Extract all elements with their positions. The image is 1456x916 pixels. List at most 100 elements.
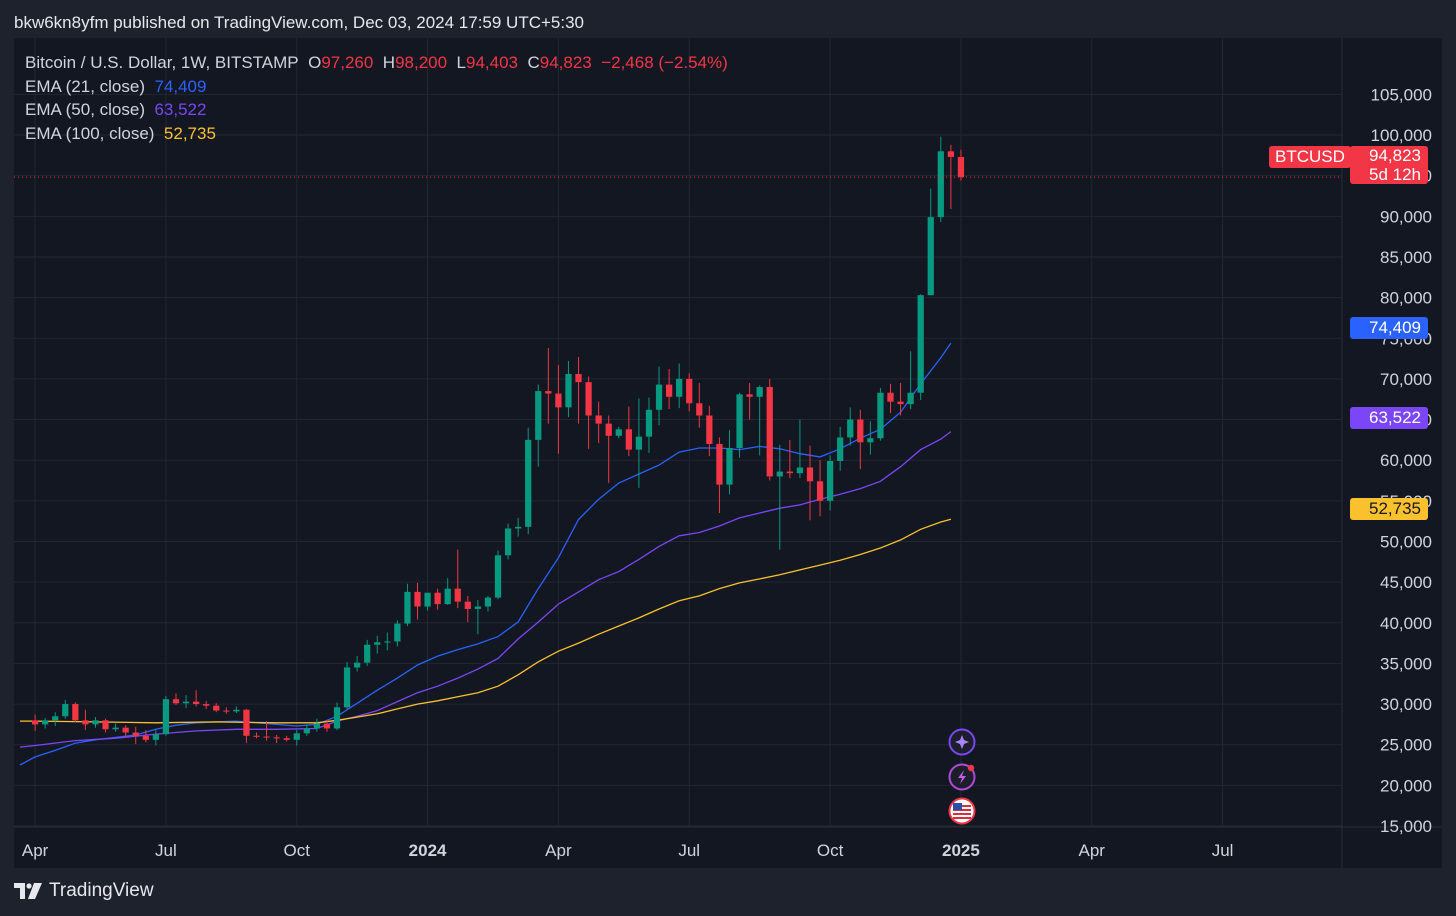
candle-down[interactable]: [253, 732, 260, 739]
candle-down[interactable]: [786, 439, 793, 479]
candle-down[interactable]: [323, 720, 331, 732]
candle-down[interactable]: [434, 588, 441, 610]
candle-up[interactable]: [354, 656, 361, 672]
candle-up[interactable]: [474, 600, 482, 635]
candle-up[interactable]: [676, 363, 683, 409]
candle-down[interactable]: [555, 365, 562, 454]
candle-up[interactable]: [484, 595, 492, 612]
candle-down[interactable]: [766, 378, 773, 481]
candle-up[interactable]: [182, 695, 190, 709]
candle-up[interactable]: [736, 392, 743, 458]
candle-down[interactable]: [605, 415, 612, 483]
candle-up[interactable]: [152, 729, 159, 746]
candle-down[interactable]: [575, 356, 582, 424]
candle-up[interactable]: [655, 366, 663, 426]
candle-up[interactable]: [515, 517, 522, 537]
candle-up[interactable]: [62, 700, 69, 719]
candle-down[interactable]: [223, 707, 230, 714]
candle-up[interactable]: [112, 723, 119, 732]
candle-down[interactable]: [716, 437, 723, 514]
candle-up[interactable]: [42, 717, 49, 729]
candle-up[interactable]: [645, 397, 653, 453]
candle-down[interactable]: [31, 714, 39, 731]
time-axis[interactable]: Apr Jul Oct 2024 Apr Jul Oct 2025 Apr Jul: [22, 841, 1234, 860]
candle-down[interactable]: [454, 549, 461, 609]
candle-down[interactable]: [142, 730, 149, 743]
candle-down[interactable]: [585, 376, 592, 449]
candle-up[interactable]: [917, 294, 924, 401]
candle-up[interactable]: [837, 426, 844, 471]
tradingview-logo-icon[interactable]: [14, 883, 42, 899]
candle-up[interactable]: [162, 695, 170, 736]
candle-down[interactable]: [957, 149, 965, 181]
chart-panel[interactable]: 15,000 20,000 25,000 30,000 35,000 40,000 45,0…: [14, 38, 1442, 868]
candle-up[interactable]: [374, 635, 381, 654]
candle-up[interactable]: [364, 639, 371, 666]
candle-up[interactable]: [394, 620, 401, 647]
candle-down[interactable]: [82, 709, 89, 731]
candle-up[interactable]: [293, 730, 300, 746]
candle-down[interactable]: [746, 382, 753, 420]
candle-up[interactable]: [233, 706, 240, 714]
price-chart[interactable]: 15,000 20,000 25,000 30,000 35,000 40,000 45,0…: [14, 38, 1442, 868]
candle-up[interactable]: [565, 361, 572, 418]
us-flag-icon[interactable]: [948, 797, 976, 825]
ema21-row[interactable]: EMA (21, close) 74,409: [25, 75, 728, 99]
candle-down[interactable]: [625, 406, 632, 457]
candle-down[interactable]: [545, 348, 552, 424]
candle-up[interactable]: [303, 724, 310, 736]
candle-down[interactable]: [72, 702, 79, 722]
candle-up[interactable]: [384, 632, 391, 651]
brand-name[interactable]: TradingView: [49, 880, 154, 901]
candle-up[interactable]: [313, 718, 320, 732]
candle-up[interactable]: [52, 712, 59, 727]
candle-down[interactable]: [414, 582, 421, 620]
candle-up[interactable]: [504, 523, 512, 560]
ema50-row[interactable]: EMA (50, close) 63,522: [25, 98, 728, 122]
candle-down[interactable]: [696, 382, 703, 428]
candle-up[interactable]: [826, 455, 834, 511]
candle-up[interactable]: [937, 136, 944, 223]
candle-down[interactable]: [132, 726, 139, 744]
candle-up[interactable]: [907, 351, 914, 409]
sparkle-icon[interactable]: [948, 728, 976, 756]
candle-up[interactable]: [796, 419, 804, 479]
candle-up[interactable]: [333, 702, 341, 731]
candle-down[interactable]: [243, 708, 250, 744]
price-axis[interactable]: 15,000 20,000 25,000 30,000 35,000 40,000 45,0…: [1371, 85, 1432, 836]
candle-down[interactable]: [686, 373, 693, 412]
ohlc-row[interactable]: Bitcoin / U.S. Dollar, 1W, BITSTAMP O97,…: [25, 51, 728, 75]
event-icons[interactable]: [948, 728, 976, 825]
candle-down[interactable]: [897, 382, 904, 416]
candle-up[interactable]: [424, 592, 431, 611]
candle-down[interactable]: [203, 700, 210, 709]
candle-down[interactable]: [263, 721, 270, 741]
candle-down[interactable]: [213, 703, 220, 713]
candle-down[interactable]: [172, 693, 180, 705]
candle-down[interactable]: [595, 401, 602, 444]
symbol-label[interactable]: Bitcoin / U.S. Dollar, 1W, BITSTAMP: [25, 53, 299, 72]
candle-up[interactable]: [756, 385, 763, 456]
candle-up[interactable]: [343, 661, 351, 709]
candle-down[interactable]: [887, 383, 894, 414]
candle-up[interactable]: [776, 444, 783, 550]
lightning-icon[interactable]: [948, 763, 976, 791]
candle-up[interactable]: [535, 384, 542, 467]
candle-down[interactable]: [857, 409, 864, 470]
candle-down[interactable]: [122, 725, 129, 738]
candle-down[interactable]: [706, 405, 713, 457]
candle-down[interactable]: [283, 735, 290, 742]
candle-down[interactable]: [273, 734, 280, 744]
candle-down[interactable]: [806, 445, 814, 521]
candle-up[interactable]: [927, 188, 934, 296]
candle-up[interactable]: [404, 583, 411, 627]
candle-up[interactable]: [877, 387, 884, 441]
candle-down[interactable]: [665, 369, 673, 409]
candle-down[interactable]: [102, 718, 109, 733]
candle-up[interactable]: [444, 578, 451, 605]
candle-down[interactable]: [192, 690, 200, 707]
candle-up[interactable]: [92, 717, 99, 728]
candle-up[interactable]: [726, 430, 733, 495]
candle-up[interactable]: [867, 421, 874, 455]
ema100-row[interactable]: EMA (100, close) 52,735: [25, 122, 728, 146]
